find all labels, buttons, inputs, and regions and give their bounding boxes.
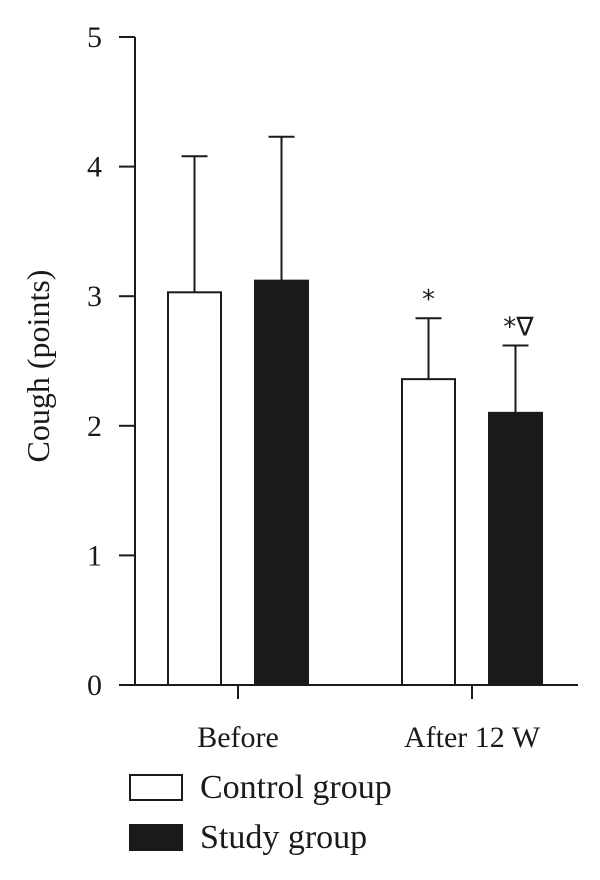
y-tick-label: 0 [87,669,102,702]
bars [167,279,543,686]
bar-study [488,411,543,686]
significance-annotations: * *∇ [422,285,534,342]
significance-marker: *∇ [503,312,534,342]
error-bars [181,135,529,413]
y-tick-label: 3 [87,280,102,313]
bar-study [254,279,309,686]
legend-swatch-control [129,774,183,801]
x-ticks: Before After 12 W [197,685,541,754]
y-tick-label: 1 [87,539,102,572]
y-tick-label: 4 [87,151,102,184]
bar-control [401,378,456,686]
bar-control [167,291,222,686]
y-axis-title: Cough (points) [20,270,56,463]
x-tick-label: After 12 W [404,721,541,754]
x-tick-label: Before [197,721,279,754]
y-tick-label: 2 [87,410,102,443]
y-tick-label: 5 [87,21,102,54]
y-ticks: 0 1 2 3 4 5 [87,21,135,702]
legend-swatch-study [129,824,183,851]
significance-marker: * [422,285,435,315]
legend-label: Control group [200,769,392,806]
legend: Control group Study group [129,769,392,856]
legend-label: Study group [200,819,367,856]
